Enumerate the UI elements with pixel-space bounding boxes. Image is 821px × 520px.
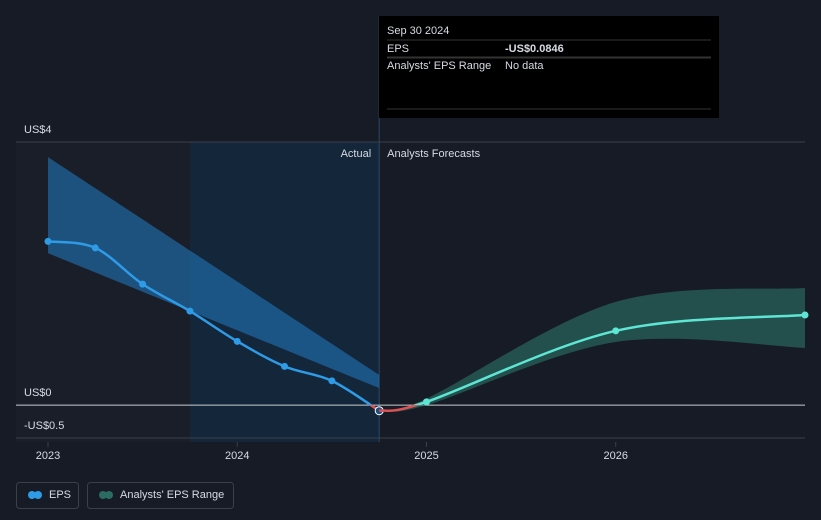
legend-swatch xyxy=(34,491,42,499)
y-tick-label: -US$0.5 xyxy=(24,420,64,432)
tooltip-value: No data xyxy=(505,60,544,72)
eps-line xyxy=(47,240,374,406)
x-tick-label: 2023 xyxy=(36,450,60,462)
legend-swatch xyxy=(105,491,113,499)
eps-point xyxy=(233,337,241,345)
tooltip-date: Sep 30 2024 xyxy=(387,25,449,37)
y-tick-label: US$0 xyxy=(24,387,52,399)
y-tick-label: US$4 xyxy=(24,124,52,136)
legend-label: Analysts' EPS Range xyxy=(120,489,224,501)
range-band xyxy=(47,157,380,389)
eps-point xyxy=(281,362,289,370)
legend-item[interactable] xyxy=(16,482,79,509)
forecast-label: Analysts Forecasts xyxy=(387,148,480,160)
x-tick-label: 2024 xyxy=(225,450,249,462)
tooltip: Sep 30 2024 EPS -US$0.0846 Analysts' EPS Ra… xyxy=(379,16,719,118)
x-tick-label: 2025 xyxy=(414,450,438,462)
tooltip-value: -US$0.0846 xyxy=(505,43,564,55)
legend-swatch xyxy=(28,491,36,499)
eps-line xyxy=(411,313,806,406)
eps-point xyxy=(612,327,620,335)
eps-point xyxy=(139,280,147,288)
actual-label: Actual xyxy=(341,148,372,160)
eps-point xyxy=(801,311,809,319)
tooltip-key: Analysts' EPS Range xyxy=(387,60,491,72)
legend-label: EPS xyxy=(49,489,71,501)
tooltip-box xyxy=(379,16,719,118)
eps-point xyxy=(328,377,336,385)
legend-item[interactable] xyxy=(87,482,234,509)
eps-point xyxy=(44,237,52,245)
legend-swatch xyxy=(99,491,107,499)
eps-point xyxy=(186,307,194,315)
eps-point xyxy=(422,398,430,406)
eps-line-negative xyxy=(378,405,421,413)
eps-point xyxy=(91,244,99,252)
x-tick-label: 2026 xyxy=(604,450,628,462)
tooltip-key: EPS xyxy=(387,43,409,55)
